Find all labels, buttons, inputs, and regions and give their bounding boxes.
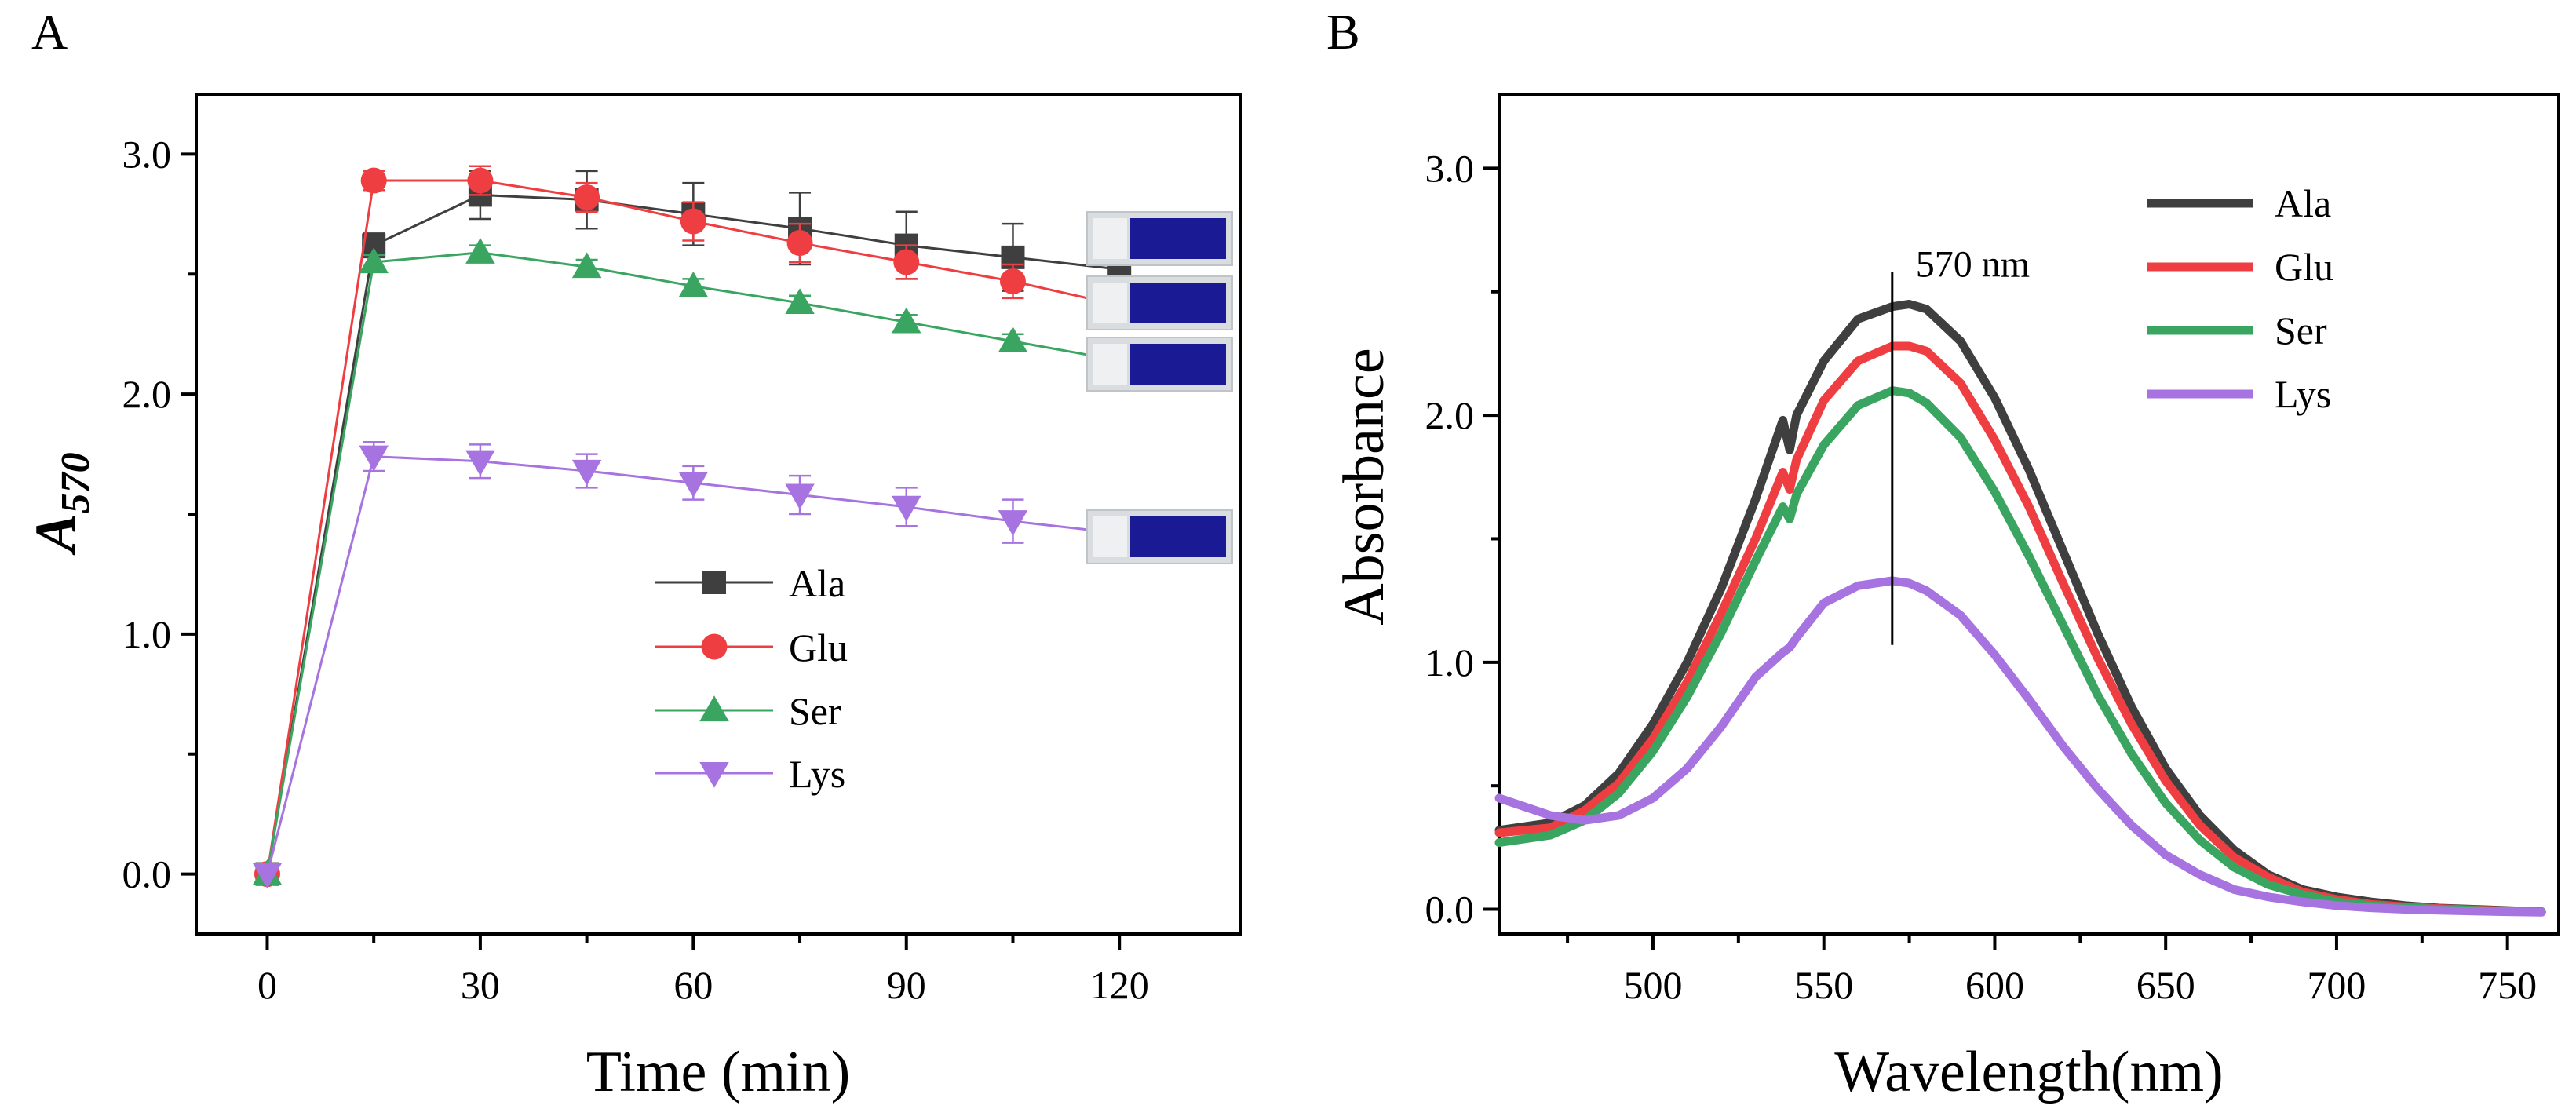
panel-b-xtick-label: 650 (2136, 963, 2195, 1007)
data-point-lys (678, 472, 709, 498)
data-point-glu (467, 167, 494, 194)
panel-b-xtick-label: 500 (1623, 963, 1682, 1007)
data-point-ser (359, 247, 389, 274)
data-point-ser (892, 307, 921, 334)
legend-label-ser-b: Ser (2275, 308, 2327, 352)
cuvette-ala (1086, 211, 1233, 266)
legend-label-ala: Ala (789, 561, 845, 605)
panel-a-ytick-label: 0.0 (122, 852, 172, 896)
cuvette-glass (1093, 283, 1127, 323)
panel-a-x-axis-title: Time (min) (586, 1040, 850, 1104)
legend-symbol-glu (655, 633, 773, 660)
legend-label-lys: Lys (789, 752, 845, 796)
cuvette-ser (1086, 337, 1233, 392)
data-point-ser (465, 238, 495, 264)
panel-b-xtick-label: 750 (2478, 963, 2537, 1007)
panel-a-y-axis-title: A570 (24, 452, 98, 555)
series-line-lys (266, 455, 1120, 874)
data-point-glu (360, 167, 387, 194)
peak-annotation: 570 nm (1916, 244, 2030, 286)
panel-a: A 0.0 1.0 2.0 3.0 0 30 60 90 120 Time (m… (24, 4, 1242, 1104)
data-point-lys (359, 445, 389, 472)
panel-b-y-axis-title: Absorbance (1332, 348, 1396, 625)
panel-a-ytick-label: 1.0 (122, 612, 172, 656)
cuvette-solution (1130, 218, 1226, 259)
panel-a-ticks (181, 152, 1122, 950)
data-point-ser (678, 271, 709, 297)
panel-b-ytick-label: 2.0 (1425, 393, 1475, 437)
panel-b-legend: Ala Glu Ser Lys (2147, 181, 2333, 416)
panel-b-ticks (1483, 166, 2509, 950)
data-point-glu (999, 268, 1026, 294)
panel-a-xtick-label: 0 (257, 963, 277, 1007)
panel-b-label: B (1326, 4, 1360, 60)
data-point-lys (465, 450, 495, 476)
panel-b-xtick-label: 600 (1965, 963, 2024, 1007)
legend-label-lys-b: Lys (2275, 372, 2331, 416)
legend-marker (701, 633, 728, 660)
panel-a-xtick-label: 60 (673, 963, 713, 1007)
legend-marker (699, 695, 729, 722)
panel-b-xtick-label: 550 (1794, 963, 1853, 1007)
legend-label-ser: Ser (789, 689, 841, 733)
legend-symbol-lys (655, 761, 773, 788)
cuvette-glu (1086, 275, 1233, 330)
data-point-ser (571, 252, 602, 279)
panel-b-plot-frame (1498, 93, 2560, 936)
panel-a-ytick-label: 3.0 (122, 132, 172, 176)
panel-a-plot-frame (195, 93, 1242, 936)
data-point-lys (998, 510, 1028, 536)
data-point-glu (893, 249, 920, 275)
panel-a-xtick-label: 120 (1090, 963, 1149, 1007)
panel-a-insets (1086, 211, 1233, 564)
data-point-lys (571, 459, 602, 486)
data-point-ser (785, 288, 815, 315)
legend-label-glu-b: Glu (2275, 245, 2333, 289)
legend-label-glu: Glu (789, 626, 848, 669)
panel-a-xtick-label: 90 (887, 963, 926, 1007)
cuvette-glass (1093, 344, 1127, 385)
legend-marker (702, 571, 726, 594)
data-point-lys (892, 495, 921, 522)
data-point-lys (252, 863, 283, 889)
legend-symbol-ala (655, 571, 773, 594)
legend-symbol-ser (655, 695, 773, 722)
panel-a-y-axis-title-sub: 570 (53, 452, 98, 513)
data-point-glu (786, 230, 813, 257)
panel-a-ytick-label: 2.0 (122, 372, 172, 416)
cuvette-solution (1130, 283, 1226, 323)
panel-a-xtick-label: 30 (461, 963, 500, 1007)
spectrum-glu (1494, 341, 2546, 917)
cuvette-solution (1130, 516, 1226, 557)
cuvette-glass (1093, 516, 1127, 557)
panel-b-x-axis-title: Wavelength(nm) (1834, 1040, 2223, 1104)
series-line-ser (265, 251, 1120, 874)
legend-marker (699, 761, 729, 788)
legend-label-ala-b: Ala (2275, 181, 2331, 225)
data-point-glu (680, 208, 706, 235)
spectrum-lys (1494, 576, 2546, 917)
data-point-lys (785, 483, 815, 510)
panel-a-legend: Ala Glu Ser Lys (655, 561, 848, 796)
spectrum-ala (1494, 300, 2546, 917)
panel-b-ytick-label: 0.0 (1425, 888, 1475, 932)
cuvette-glass (1093, 218, 1127, 259)
panel-b-ytick-label: 1.0 (1425, 640, 1475, 684)
panel-b-xtick-label: 700 (2307, 963, 2366, 1007)
panel-a-series (252, 165, 1134, 889)
spectrum-ser (1494, 386, 2546, 917)
panel-b: B 570 nm 0.0 1.0 2.0 3.0 500 550 600 650… (1326, 4, 2560, 1104)
data-point-ser (998, 326, 1028, 352)
panel-a-label: A (31, 4, 68, 60)
panel-b-series (1494, 300, 2546, 917)
panel-b-ytick-label: 3.0 (1425, 146, 1475, 190)
data-point-glu (574, 184, 600, 210)
panel-a-y-axis-title-main: A (24, 513, 88, 555)
cuvette-solution (1130, 344, 1226, 385)
cuvette-lys (1086, 509, 1233, 564)
